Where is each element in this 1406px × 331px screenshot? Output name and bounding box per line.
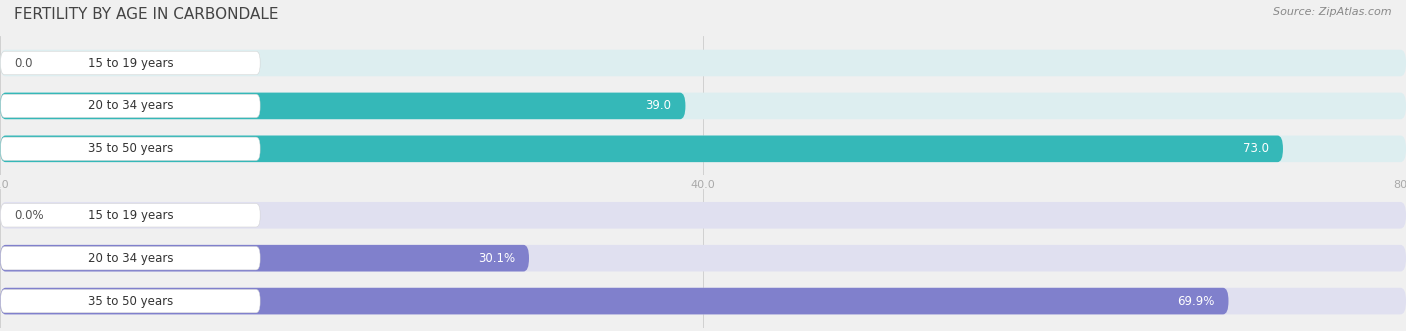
Text: 0.0%: 0.0% xyxy=(14,209,44,222)
Text: 20 to 34 years: 20 to 34 years xyxy=(87,252,173,265)
FancyBboxPatch shape xyxy=(0,135,1406,162)
Text: 35 to 50 years: 35 to 50 years xyxy=(87,142,173,155)
FancyBboxPatch shape xyxy=(0,50,1406,76)
FancyBboxPatch shape xyxy=(0,51,260,75)
Text: 20 to 34 years: 20 to 34 years xyxy=(87,99,173,113)
FancyBboxPatch shape xyxy=(0,245,1406,271)
Text: 30.1%: 30.1% xyxy=(478,252,515,265)
Text: 73.0: 73.0 xyxy=(1243,142,1268,155)
Text: FERTILITY BY AGE IN CARBONDALE: FERTILITY BY AGE IN CARBONDALE xyxy=(14,7,278,22)
FancyBboxPatch shape xyxy=(0,204,260,227)
FancyBboxPatch shape xyxy=(0,137,260,161)
FancyBboxPatch shape xyxy=(0,94,260,118)
FancyBboxPatch shape xyxy=(0,288,1406,314)
FancyBboxPatch shape xyxy=(0,245,529,271)
Text: 39.0: 39.0 xyxy=(645,99,672,113)
Text: 15 to 19 years: 15 to 19 years xyxy=(87,57,173,70)
FancyBboxPatch shape xyxy=(0,93,686,119)
Text: 15 to 19 years: 15 to 19 years xyxy=(87,209,173,222)
Text: 35 to 50 years: 35 to 50 years xyxy=(87,295,173,307)
FancyBboxPatch shape xyxy=(0,288,1229,314)
FancyBboxPatch shape xyxy=(0,135,1282,162)
Text: Source: ZipAtlas.com: Source: ZipAtlas.com xyxy=(1274,7,1392,17)
FancyBboxPatch shape xyxy=(0,202,1406,229)
FancyBboxPatch shape xyxy=(0,289,260,313)
FancyBboxPatch shape xyxy=(0,247,260,270)
FancyBboxPatch shape xyxy=(0,93,1406,119)
Text: 0.0: 0.0 xyxy=(14,57,32,70)
Text: 69.9%: 69.9% xyxy=(1177,295,1215,307)
